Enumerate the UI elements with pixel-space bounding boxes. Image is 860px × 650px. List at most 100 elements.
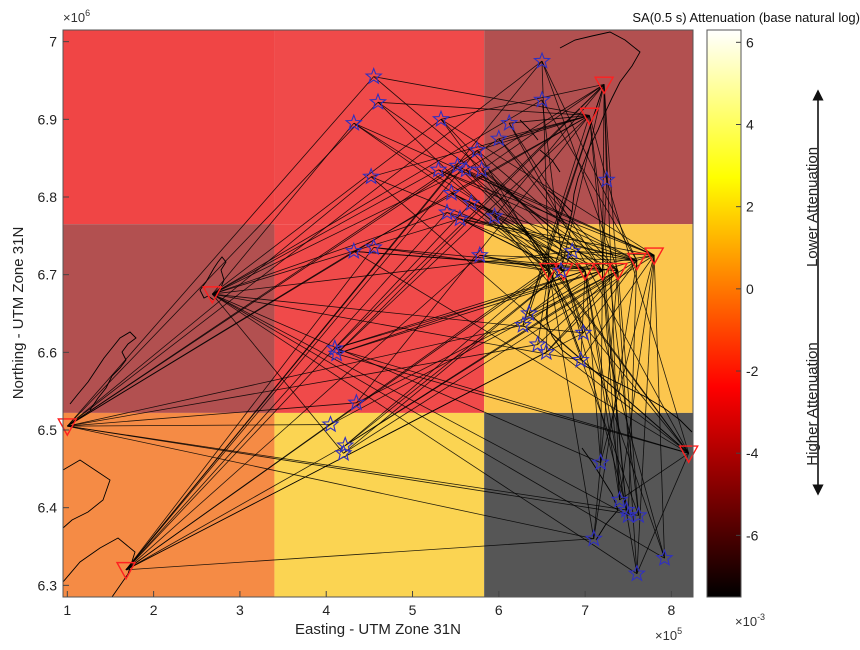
ray-path xyxy=(494,216,586,272)
x-tick-label: 7 xyxy=(581,602,589,618)
ray-path xyxy=(636,453,690,574)
colorbar-title: SA(0.5 s) Attenuation (base natural log) xyxy=(632,10,860,25)
colorbar-tick-label: 0 xyxy=(746,281,754,297)
x-tick-label: 3 xyxy=(236,602,244,618)
event-marker xyxy=(591,453,610,471)
ray-path xyxy=(125,165,458,571)
attenuation-cell xyxy=(63,412,275,597)
ray-path xyxy=(545,270,619,353)
event-marker xyxy=(364,237,383,256)
station-marker xyxy=(553,262,574,282)
ray-path xyxy=(212,293,584,334)
event-marker xyxy=(519,303,539,322)
ray-path xyxy=(212,293,638,575)
attenuation-cell xyxy=(274,412,485,597)
ray-path xyxy=(601,270,621,500)
ray-path xyxy=(619,255,655,500)
ray-path xyxy=(537,270,550,345)
ray-path xyxy=(440,83,605,120)
ray-path xyxy=(627,260,638,516)
station-marker xyxy=(592,262,613,282)
station-marker xyxy=(202,286,223,305)
y-tick-label: 6.4 xyxy=(38,500,58,516)
ray-path xyxy=(584,270,638,574)
ray-path xyxy=(440,118,655,256)
ray-path xyxy=(67,76,374,427)
event-marker xyxy=(532,90,552,108)
coastline-islands-west xyxy=(69,331,137,411)
higher-attenuation-label: Higher Attenuation xyxy=(804,342,821,465)
ray-path xyxy=(212,293,629,516)
y-tick-label: 6.6 xyxy=(38,344,58,360)
ray-path xyxy=(584,270,665,559)
ray-path xyxy=(580,255,655,361)
event-markers xyxy=(321,51,674,582)
station-markers xyxy=(57,76,699,581)
x-tick-label: 5 xyxy=(409,602,417,618)
ray-path xyxy=(601,270,627,511)
event-marker xyxy=(551,261,571,279)
ray-path xyxy=(356,270,619,404)
ray-path xyxy=(125,332,584,571)
ray-path xyxy=(508,122,603,271)
ray-path xyxy=(211,122,355,295)
plot-frame xyxy=(62,29,694,598)
ray-path xyxy=(653,255,665,559)
ray-path xyxy=(593,260,638,539)
colorbar-tick-label: -6 xyxy=(746,527,759,543)
ray-path xyxy=(563,270,629,516)
ray-path xyxy=(212,293,581,361)
event-marker xyxy=(362,167,381,185)
ray-path xyxy=(334,84,605,349)
ray-path xyxy=(572,250,637,262)
ray-path xyxy=(334,254,655,349)
station-marker xyxy=(607,262,629,282)
event-marker xyxy=(485,206,504,225)
ray-path xyxy=(494,84,605,217)
ray-path xyxy=(67,150,478,427)
ray-path xyxy=(212,212,448,295)
ray-path xyxy=(563,270,665,559)
ray-path xyxy=(67,176,372,427)
station-marker xyxy=(538,262,560,282)
ray-path xyxy=(636,255,655,574)
ray-path xyxy=(459,218,655,256)
ray-path xyxy=(125,538,594,571)
event-marker xyxy=(462,193,481,211)
event-marker xyxy=(571,350,590,368)
event-marker xyxy=(537,342,556,361)
ray-path xyxy=(479,254,549,272)
ray-path xyxy=(481,169,690,454)
attenuation-cells xyxy=(63,30,693,597)
station-marker xyxy=(626,252,648,272)
ray-path xyxy=(353,122,586,272)
x-multiplier: ×105 xyxy=(655,626,682,643)
ray-path xyxy=(212,169,439,295)
ray-path xyxy=(580,270,586,361)
ray-path xyxy=(125,202,472,571)
ray-path xyxy=(330,270,550,425)
attenuation-cell xyxy=(484,30,693,225)
ray-path xyxy=(548,270,595,539)
ray-path xyxy=(67,251,355,427)
x-tick-label: 6 xyxy=(495,602,503,618)
station-marker xyxy=(579,107,600,126)
ray-path xyxy=(545,270,550,353)
event-marker xyxy=(347,393,366,411)
ray-paths xyxy=(67,60,690,575)
event-marker xyxy=(532,51,552,69)
station-marker xyxy=(574,262,596,282)
event-marker xyxy=(334,443,353,462)
ray-path xyxy=(212,119,442,295)
ray-path xyxy=(334,270,586,349)
ray-path xyxy=(336,270,586,355)
ray-path xyxy=(537,270,619,345)
x-tick-label: 1 xyxy=(63,602,71,618)
x-tick-label: 2 xyxy=(150,602,158,618)
y-tick-label: 6.9 xyxy=(38,111,58,127)
ray-path xyxy=(125,212,448,571)
colorbar-tick-label: 2 xyxy=(746,199,754,215)
colorbar-tick-label: 4 xyxy=(746,117,754,133)
ray-path xyxy=(334,348,689,454)
